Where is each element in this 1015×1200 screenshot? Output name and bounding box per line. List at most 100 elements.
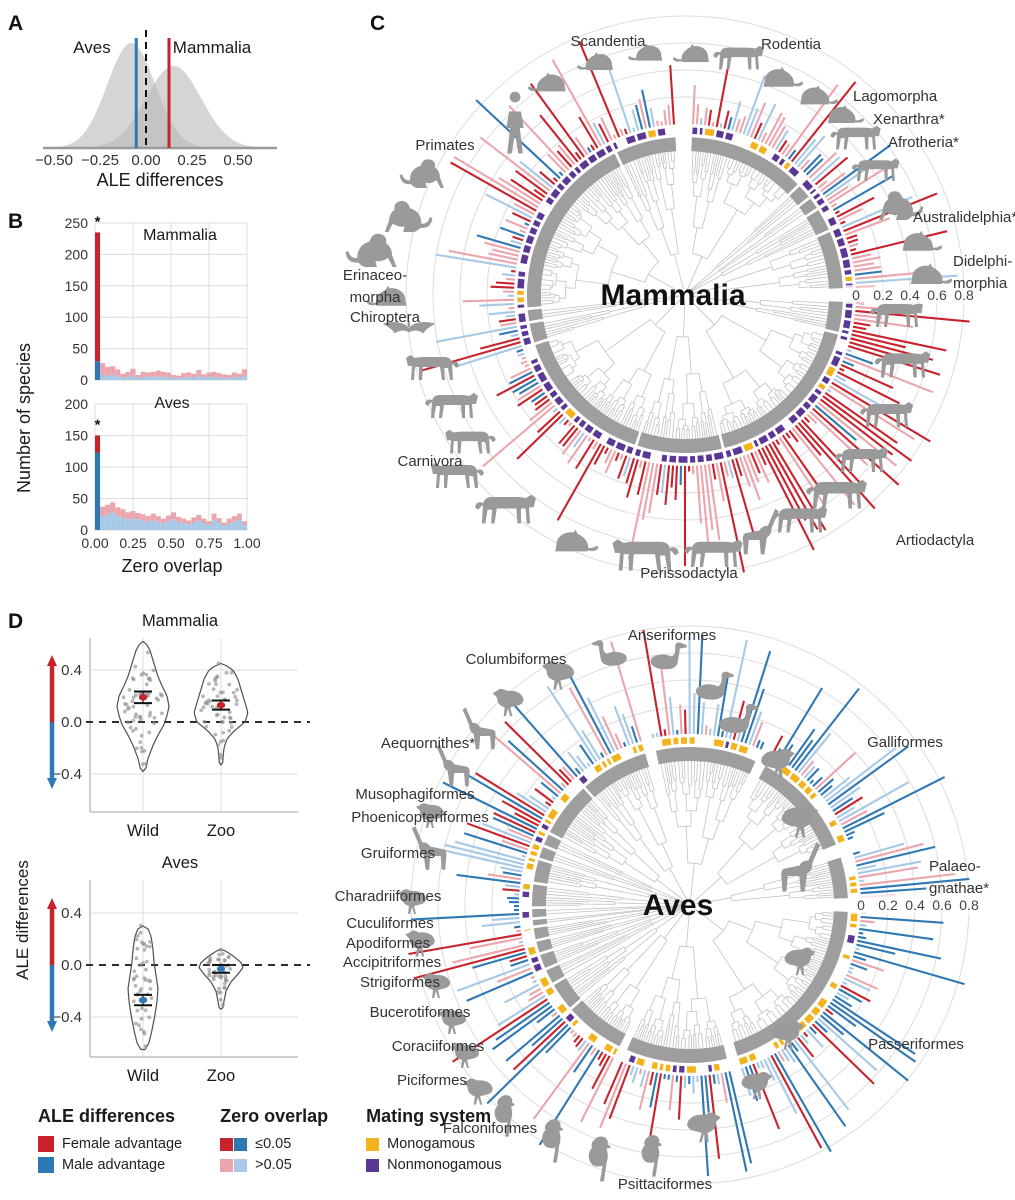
ring-segment-apodiformes	[532, 918, 548, 926]
ring-segment-perissodactyla	[637, 432, 722, 453]
order-label-didelphimorphia: Didelphi-	[953, 253, 1012, 270]
ring-segment-carnivora	[535, 340, 640, 445]
legend-item: ≤0.05	[220, 1136, 328, 1153]
order-label-falconiformes: Falconiformes	[443, 1120, 537, 1137]
duck-silhouette	[650, 642, 687, 670]
violin-outline	[198, 948, 244, 1010]
ring-segment-coraciiformes	[546, 964, 565, 983]
svg-text:−0.50: −0.50	[35, 152, 73, 169]
parrot-silhouette	[588, 1136, 611, 1182]
svg-text:Aves: Aves	[162, 854, 198, 872]
monogamous-swatch	[366, 1137, 380, 1151]
order-label-passeriformes: Passeriformes	[868, 1036, 964, 1053]
jitter-points	[206, 947, 233, 1007]
svg-text:Zoo: Zoo	[207, 822, 235, 840]
order-label-charadriiformes: Charadriiformes	[335, 888, 442, 905]
histogram-mammalia: * 0 50 100 150 200 250 Mammalia	[65, 213, 248, 388]
svg-text:250: 250	[65, 215, 89, 231]
duck-silhouette	[695, 671, 734, 700]
quadruped-silhouette	[713, 45, 764, 70]
order-label-erinaceomorpha: morpha	[350, 289, 402, 306]
mean-point	[216, 965, 226, 973]
bird-silhouette	[784, 947, 816, 976]
quadruped-silhouette	[684, 539, 743, 567]
svg-text:200: 200	[65, 246, 89, 262]
svg-text:0.00: 0.00	[81, 535, 108, 551]
jitter-points	[121, 650, 164, 766]
ring-segment-palaeognathae	[827, 857, 848, 899]
legend-label: ≤0.05	[255, 1136, 292, 1152]
panel-letter-b: B	[8, 210, 24, 233]
quadruped-silhouette	[771, 506, 828, 533]
ring-segment-musophagiformes	[544, 834, 562, 850]
violin-plot-mammalia: 0.4 0.0 −0.4 Mammalia Wild Zoo	[47, 612, 310, 840]
panel-letter-d: D	[8, 610, 24, 633]
order-label-gruiformes: Gruiformes	[361, 845, 435, 862]
quadruped-silhouette	[612, 539, 679, 571]
order-label-palaeognathae: gnathae*	[929, 880, 989, 897]
order-label-australidelphia: Australidelphia*	[913, 209, 1015, 226]
order-label-lagomorpha: Lagomorpha	[853, 88, 938, 105]
order-label-rodentia: Rodentia	[761, 36, 822, 53]
legend-label: Nonmonogamous	[387, 1156, 502, 1173]
violin-outline	[127, 925, 159, 1051]
jitter-points	[131, 923, 154, 1048]
bird-silhouette	[451, 1043, 479, 1068]
rodent-silhouette	[673, 44, 709, 62]
svg-text:0: 0	[80, 372, 88, 388]
svg-text:Mammalia: Mammalia	[143, 227, 217, 244]
female-advantage-swatch	[38, 1136, 54, 1153]
legend-title: Zero overlap	[220, 1106, 329, 1126]
rodent-silhouette	[527, 72, 566, 92]
order-label-aequornithes: Aequornithes*	[381, 735, 475, 752]
order-label-perissodactyla: Perissodactyla	[640, 565, 738, 582]
monkey-silhouette	[384, 201, 433, 232]
figure-legend: ALE differences Female advantage Male ad…	[38, 1106, 502, 1177]
bird-silhouette	[422, 973, 450, 998]
duck-silhouette	[719, 703, 759, 733]
ring-segment-bucerotiformes	[540, 950, 558, 968]
quadruped-silhouette	[805, 479, 867, 509]
svg-text:0.2: 0.2	[878, 897, 898, 913]
svg-text:0.4: 0.4	[61, 905, 82, 922]
svg-text:50: 50	[72, 491, 88, 507]
mating-system-ring	[522, 737, 858, 1073]
axis-label-underlay	[845, 285, 977, 304]
svg-text:0: 0	[80, 522, 88, 538]
svg-text:0.25: 0.25	[119, 535, 146, 551]
svg-text:Wild: Wild	[127, 1067, 159, 1085]
significance-star: *	[95, 213, 101, 230]
legend-title: ALE differences	[38, 1106, 176, 1126]
longneck-silhouette	[462, 707, 496, 750]
svg-text:0.25: 0.25	[177, 152, 206, 169]
rodent-silhouette	[577, 52, 613, 70]
order-labels: Rodentia Lagomorpha Xenarthra* Afrotheria* A…	[343, 33, 1015, 582]
rodent-silhouette	[555, 529, 599, 552]
density-curve-mammalia	[17, 66, 283, 148]
order-label-chiroptera: Chiroptera	[350, 309, 421, 326]
ring-segment-gruiformes	[533, 860, 552, 884]
order-label-primates: Primates	[415, 137, 474, 154]
order-label-palaeognathae: Palaeo-	[929, 858, 981, 875]
bird-silhouette	[416, 803, 444, 828]
ring-segment-artiodactyla	[721, 331, 838, 448]
nonmonogamous-swatch	[366, 1158, 380, 1172]
circle-title-aves: Aves	[643, 889, 714, 922]
legend-item: Female advantage	[38, 1136, 182, 1153]
violin-outline	[193, 662, 249, 766]
parrot-silhouette	[542, 1119, 563, 1163]
legend-item: Monogamous	[366, 1136, 501, 1153]
svg-text:50: 50	[72, 341, 88, 357]
rodent-silhouette	[902, 230, 943, 251]
order-label-carnivora: Carnivora	[397, 453, 463, 470]
order-label-apodiformes: Apodiformes	[346, 935, 430, 952]
ring-segment-piciformes	[553, 978, 581, 1008]
svg-text:0.75: 0.75	[195, 535, 222, 551]
svg-text:150: 150	[65, 428, 89, 444]
legend-item: Male advantage	[38, 1157, 182, 1174]
ring-segment-charadriiformes	[531, 884, 548, 907]
tree-boundary-ring	[527, 137, 843, 453]
svg-text:0.00: 0.00	[131, 152, 160, 169]
